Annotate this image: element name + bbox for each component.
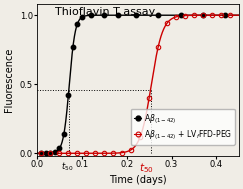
Text: $t_{50}$: $t_{50}$ <box>61 161 74 174</box>
Text: Thioflavin T assay: Thioflavin T assay <box>55 7 155 17</box>
Legend: A$\beta_{(1-42)}$, A$\beta_{(1-42)}$ + LV$_f$FFD-PEG: A$\beta_{(1-42)}$, A$\beta_{(1-42)}$ + L… <box>131 109 235 145</box>
Text: $t_{50}$: $t_{50}$ <box>139 161 154 175</box>
X-axis label: Time (days): Time (days) <box>109 175 167 185</box>
Y-axis label: Fluorescence: Fluorescence <box>4 48 14 112</box>
